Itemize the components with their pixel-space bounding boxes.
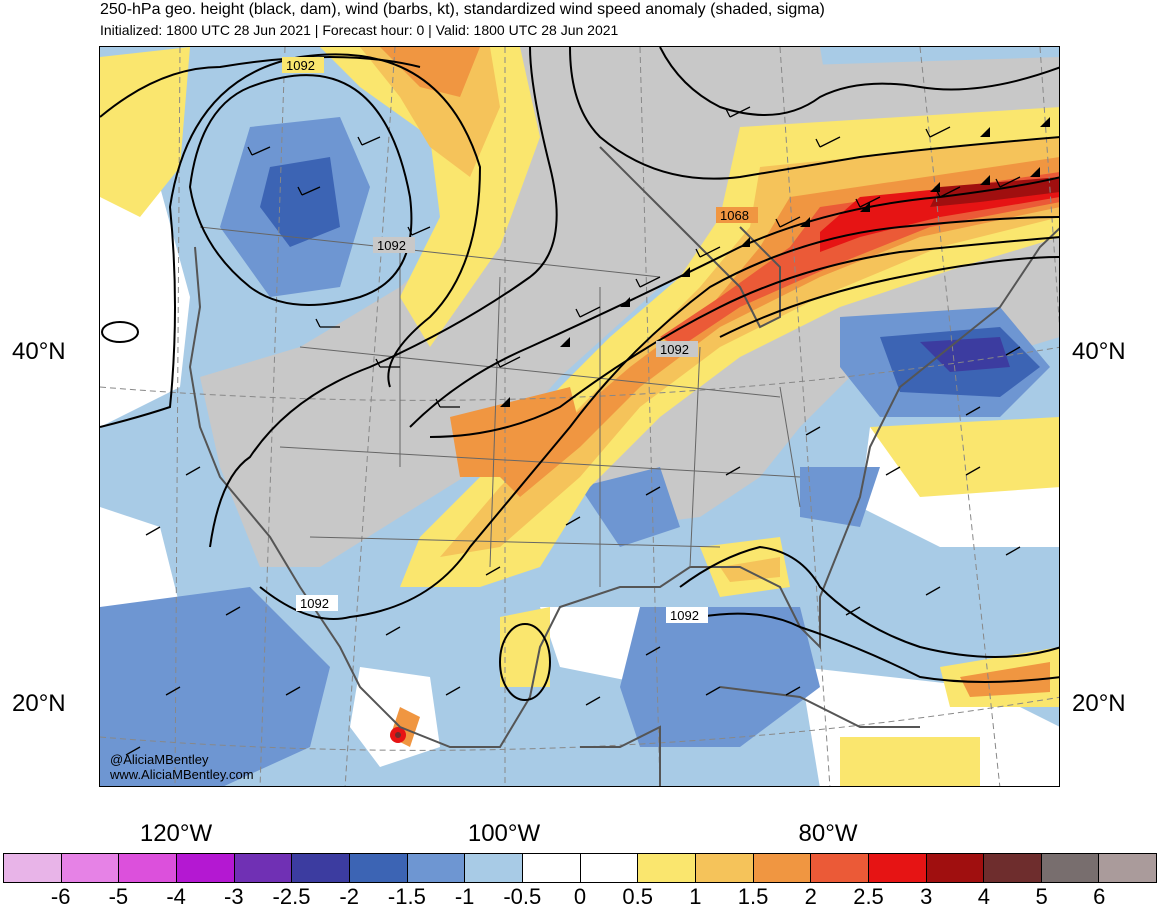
colorbar-label: -2.5 bbox=[272, 884, 311, 909]
contour-label: 1092 bbox=[660, 342, 689, 357]
colorbar-label: -6 bbox=[50, 884, 71, 909]
credit-handle: @AliciaMBentley bbox=[110, 752, 209, 767]
colorbar-swatch bbox=[753, 854, 812, 882]
negative-anomaly bbox=[580, 467, 680, 547]
colorbar-label: -2 bbox=[339, 884, 359, 909]
colorbar-label: 1.5 bbox=[737, 884, 769, 909]
colorbar-swatch bbox=[868, 854, 927, 882]
contour-north bbox=[569, 47, 1059, 180]
colorbar-label: 6 bbox=[1093, 884, 1106, 909]
lat-label-40n-right: 40°N bbox=[1072, 338, 1126, 365]
colorbar-label: -3 bbox=[224, 884, 244, 909]
colorbar-label: 1 bbox=[689, 884, 702, 909]
colorbar-label: -4 bbox=[166, 884, 186, 909]
colorbar-swatch bbox=[1099, 854, 1157, 882]
weather-map[interactable]: 1092 1092 1068 1092 1092 1092 bbox=[99, 46, 1060, 787]
colorbar-label: -0.5 bbox=[503, 884, 542, 909]
positive-anomaly bbox=[100, 47, 190, 217]
colorbar-swatch bbox=[811, 854, 869, 882]
contour-label: 1092 bbox=[377, 238, 406, 253]
contour-pacific-low bbox=[101, 321, 139, 343]
contour-rockies bbox=[209, 47, 558, 548]
positive-anomaly bbox=[450, 387, 580, 477]
colorbar-swatch bbox=[580, 854, 639, 882]
state-borders bbox=[199, 226, 801, 587]
colorbar-label: 4 bbox=[977, 884, 991, 909]
colorbar-label: 0.5 bbox=[622, 884, 653, 909]
positive-anomaly bbox=[720, 557, 780, 582]
colorbar-swatch bbox=[234, 854, 293, 882]
lon-label-100w: 100°W bbox=[467, 820, 541, 847]
contour-jet-south bbox=[429, 236, 1059, 438]
wind-flags bbox=[500, 117, 1050, 407]
lon-label-120w: 120°W bbox=[139, 820, 213, 847]
colorbar-label: 2 bbox=[804, 884, 817, 909]
colorbar-swatch bbox=[522, 854, 581, 882]
wind-barbs bbox=[125, 106, 1021, 756]
contour-great-lakes bbox=[719, 256, 1059, 338]
graticule bbox=[100, 47, 1059, 786]
height-contours bbox=[100, 47, 1059, 701]
contour-jet-north bbox=[409, 176, 1059, 428]
positive-anomaly bbox=[500, 607, 550, 687]
contour-closed-low bbox=[499, 623, 551, 701]
negative-anomaly bbox=[920, 337, 1010, 372]
positive-anomaly bbox=[380, 47, 480, 97]
positive-anomaly bbox=[660, 172, 1059, 347]
negative-anomaly bbox=[260, 157, 340, 247]
positive-anomaly bbox=[840, 737, 980, 786]
colorbar-label: 3 bbox=[920, 884, 933, 909]
negative-anomaly bbox=[620, 607, 820, 747]
lat-label-40n-left: 40°N bbox=[12, 338, 66, 365]
colorbar-swatch bbox=[695, 854, 754, 882]
contour-1092-nw bbox=[188, 74, 413, 306]
contour-label: 1092 bbox=[286, 58, 315, 73]
colorbar-label: -1.5 bbox=[387, 884, 426, 909]
colorbar-label: -1 bbox=[454, 884, 475, 909]
contour-label: 1068 bbox=[720, 208, 749, 223]
coastlines bbox=[188, 146, 1059, 786]
contour-west-trough bbox=[100, 56, 421, 118]
positive-anomaly bbox=[395, 732, 401, 738]
colorbar-swatch bbox=[349, 854, 408, 882]
contour-gulf-south bbox=[699, 612, 1059, 683]
colorbar-swatch bbox=[176, 854, 235, 882]
near-zero-region bbox=[100, 167, 190, 427]
map-title: 250-hPa geo. height (black, dam), wind (… bbox=[100, 1, 825, 18]
credit-site[interactable]: www.AliciaMBentley.com bbox=[110, 767, 254, 782]
colorbar-swatch bbox=[638, 854, 696, 882]
colorbar-label: -5 bbox=[108, 884, 129, 909]
contour-ne bbox=[659, 47, 1059, 116]
colorbar-label: 2.5 bbox=[853, 884, 884, 909]
map-canvas: 1092 1092 1068 1092 1092 1092 bbox=[100, 47, 1059, 786]
colorbar-label: 5 bbox=[1035, 884, 1048, 909]
contour-gulf-loop bbox=[679, 545, 1059, 658]
lon-label-80w: 80°W bbox=[798, 820, 858, 847]
lat-label-20n-right: 20°N bbox=[1072, 690, 1126, 717]
contour-1092-main bbox=[259, 216, 1059, 620]
colorbar-swatch bbox=[407, 854, 466, 882]
negative-anomaly bbox=[800, 467, 880, 527]
neutral-region bbox=[200, 47, 840, 567]
near-zero-region bbox=[350, 667, 440, 767]
map-subtitle: Initialized: 1800 UTC 28 Jun 2021 | Fore… bbox=[100, 22, 619, 38]
colorbar-label: 0 bbox=[573, 884, 587, 909]
neutral-region bbox=[570, 227, 1059, 527]
colorbar-swatch bbox=[61, 854, 120, 882]
contour-label: 1092 bbox=[300, 596, 329, 611]
colorbar-swatch bbox=[1041, 854, 1100, 882]
colorbar-swatch bbox=[926, 854, 985, 882]
contour-label: 1092 bbox=[670, 608, 699, 623]
colorbar-swatch bbox=[984, 854, 1042, 882]
colorbar-swatch bbox=[465, 854, 523, 882]
anomaly-shading bbox=[100, 47, 1059, 786]
colorbar-swatch bbox=[4, 854, 62, 882]
colorbar-swatch bbox=[119, 854, 177, 882]
negative-anomaly bbox=[100, 587, 330, 786]
positive-anomaly bbox=[960, 662, 1050, 697]
contour-label-group: 1092 1092 1068 1092 1092 1092 bbox=[282, 57, 758, 623]
colorbar-swatch bbox=[292, 854, 350, 882]
colorbar bbox=[3, 853, 1157, 883]
lat-label-20n-left: 20°N bbox=[12, 690, 66, 717]
